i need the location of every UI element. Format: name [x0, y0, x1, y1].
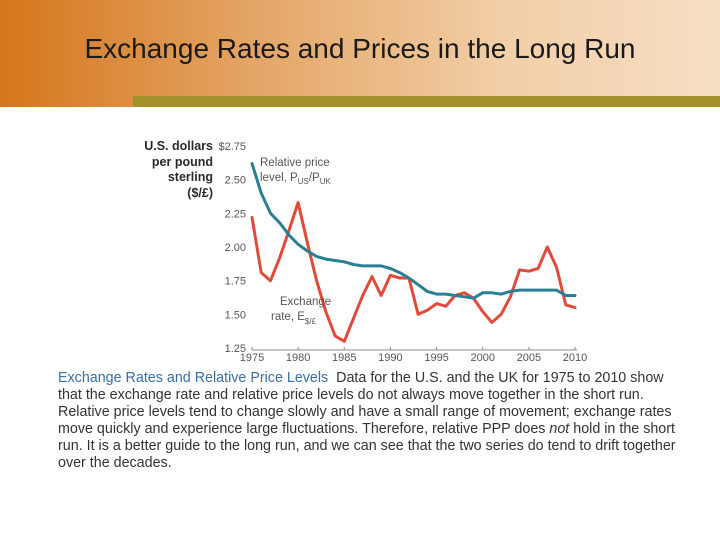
relative-price-sub-uk: UK — [320, 177, 332, 186]
y-axis-title-line-3: sterling — [168, 170, 213, 184]
x-tick-label: 2000 — [470, 352, 494, 364]
x-tick-label: 2010 — [563, 352, 587, 364]
relative-price-line — [250, 162, 577, 300]
relative-price-label-line-1: Relative price — [260, 157, 330, 169]
relative-price-slash: /P — [309, 172, 320, 184]
figure-caption: Exchange Rates and Relative Price Levels… — [58, 370, 683, 472]
y-axis-ticks: $2.75 2.50 2.25 2.00 1.75 1.50 1.25 — [218, 141, 246, 355]
exchange-rate-label-line-1: Exchange — [280, 296, 331, 308]
x-tick-label: 1990 — [378, 352, 402, 364]
y-axis-title-line-1: U.S. dollars — [144, 139, 213, 153]
caption-body-1: Data for the U.S. and the UK for 1975 to… — [58, 370, 672, 437]
relative-price-label-text: level, P — [260, 172, 298, 184]
y-tick-label: $2.75 — [218, 141, 246, 153]
caption-title: Exchange Rates and Relative Price Levels — [58, 370, 329, 386]
y-axis-title-line-2: per pound — [152, 155, 213, 169]
plot-area — [250, 162, 577, 343]
y-tick-label: 1.25 — [225, 343, 246, 355]
x-tick-label: 1995 — [424, 352, 448, 364]
exchange-rate-label: Exchange rate, E$/£ — [271, 296, 331, 326]
y-axis-title: U.S. dollars per pound sterling ($/£) — [144, 139, 213, 200]
relative-price-label: Relative price level, PUS/PUK — [260, 157, 331, 186]
relative-price-sub-us: US — [298, 177, 309, 186]
relative-price-label-line-2: level, PUS/PUK — [260, 172, 331, 186]
page-title: Exchange Rates and Prices in the Long Ru… — [84, 33, 636, 64]
exchange-rate-label-line-2: rate, E$/£ — [271, 311, 317, 326]
x-axis-ticks: 1975 1980 1985 1990 1995 2000 2005 2010 — [240, 347, 587, 364]
x-tick-label: 2005 — [517, 352, 541, 364]
y-tick-label: 1.75 — [225, 276, 246, 288]
x-tick-label: 1985 — [332, 352, 356, 364]
exchange-rate-line — [250, 201, 577, 343]
caption-emphasis: not — [549, 421, 570, 437]
caption-body-2: hold in the short run. It is a better gu… — [58, 421, 676, 471]
y-tick-label: 1.50 — [225, 309, 246, 321]
y-tick-label: 2.25 — [225, 208, 246, 220]
accent-bar — [133, 96, 720, 107]
exchange-rate-sub: $/£ — [305, 317, 317, 326]
x-tick-label: 1980 — [286, 352, 310, 364]
y-tick-label: 2.00 — [225, 242, 246, 254]
x-tick-label: 1975 — [240, 352, 264, 364]
title-banner: Exchange Rates and Prices in the Long Ru… — [0, 0, 720, 107]
y-tick-label: 2.50 — [225, 175, 246, 187]
y-axis-title-line-4: ($/£) — [187, 186, 213, 200]
chart: U.S. dollars per pound sterling ($/£) $2… — [144, 139, 587, 364]
exchange-rate-label-text: rate, E — [271, 311, 305, 323]
